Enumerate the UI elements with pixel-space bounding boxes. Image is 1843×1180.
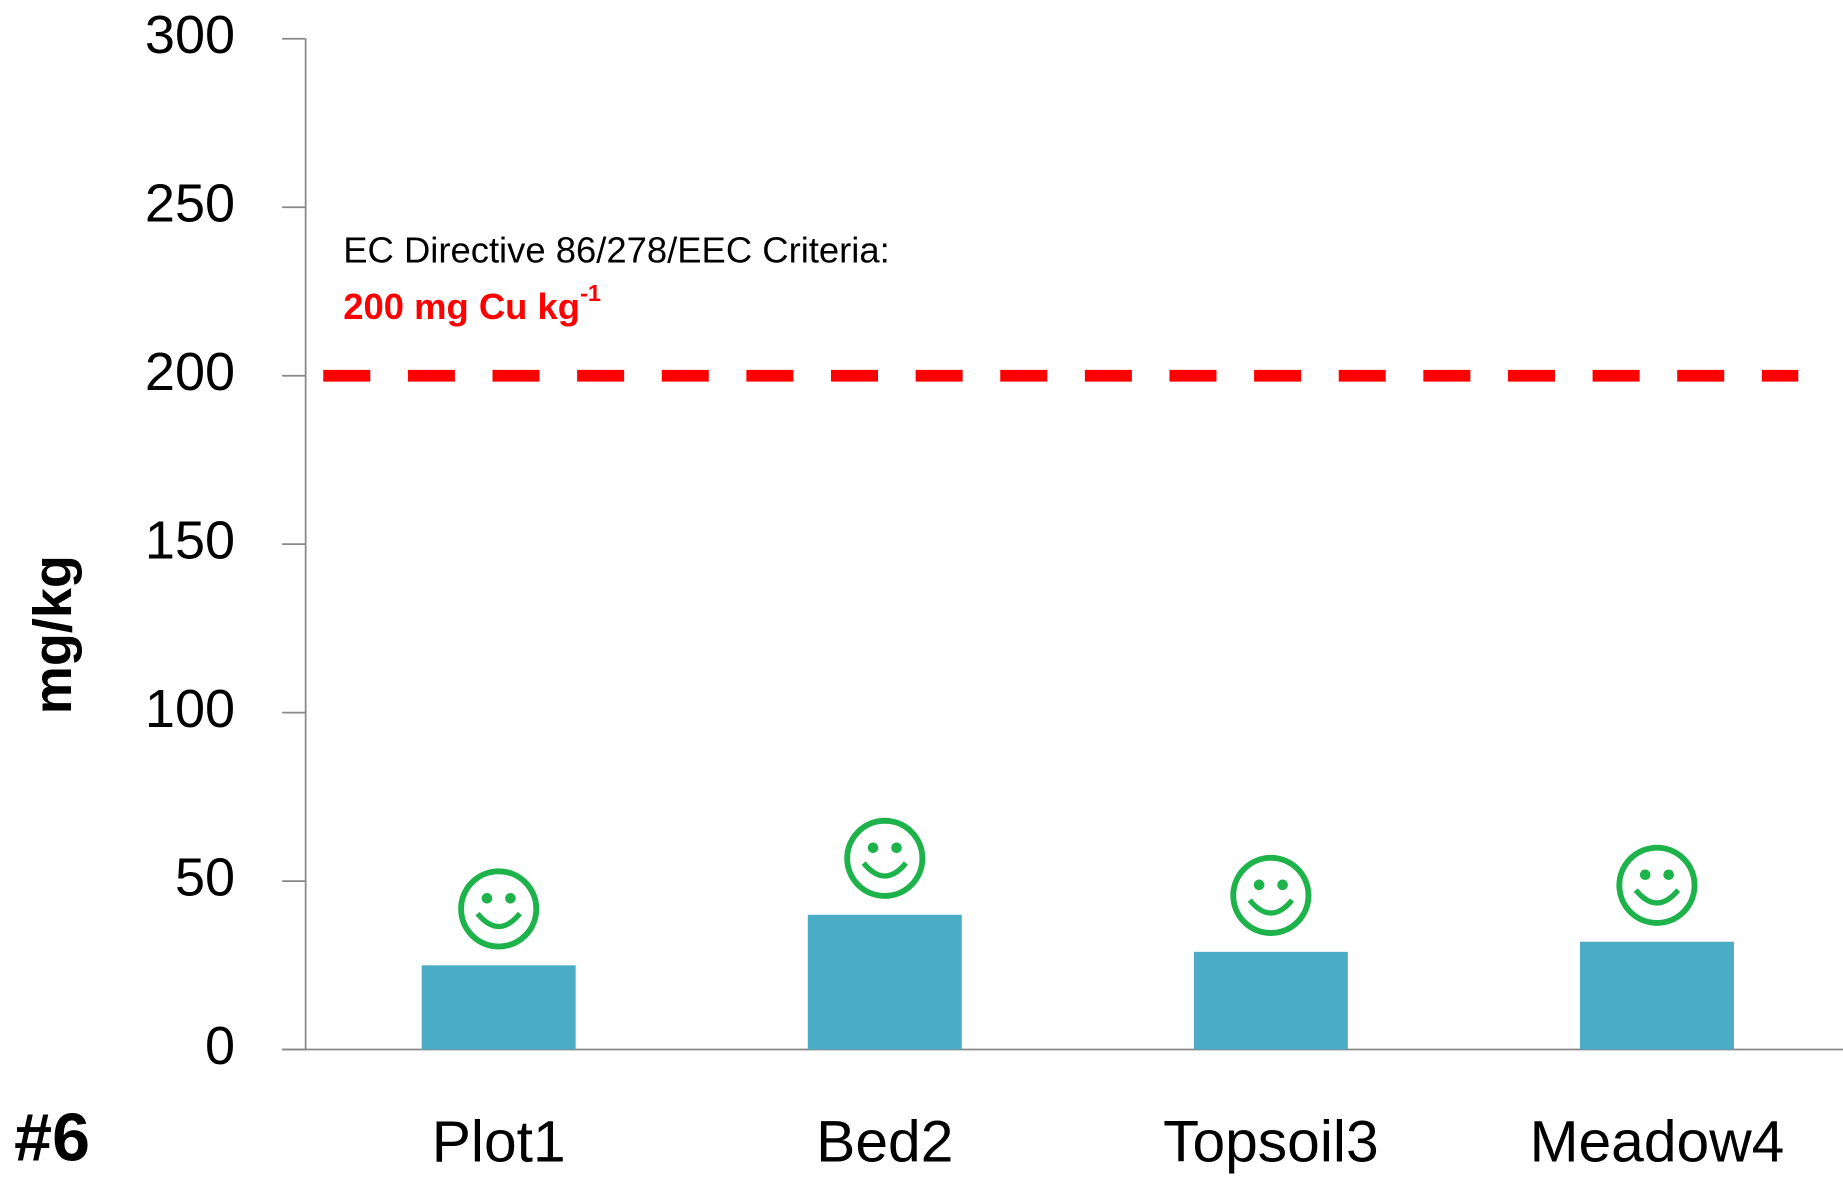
reference-sublabel-superscript: -1 [580, 280, 601, 306]
reference-label: EC Directive 86/278/EEC Criteria: [343, 229, 890, 270]
y-tick-label: 250 [145, 174, 235, 234]
y-tick-label: 100 [145, 679, 235, 739]
bar [1193, 951, 1348, 1050]
x-tick-label: Topsoil3 [1163, 1109, 1379, 1174]
smiley-mouth [861, 861, 908, 879]
bar [421, 965, 576, 1050]
reference-sublabel-text: 200 mg Cu kg [343, 286, 580, 327]
y-axis-label: mg/kg [23, 555, 83, 714]
smiley-eye [505, 893, 516, 904]
y-tick-label: 200 [145, 342, 235, 402]
smiley-eye [1277, 879, 1288, 891]
y-tick-label: 300 [145, 5, 235, 65]
x-tick-label: Bed2 [816, 1109, 953, 1174]
smiley-eye [481, 893, 493, 904]
smiley-icon [1616, 844, 1698, 926]
x-tick-label: Meadow4 [1530, 1109, 1785, 1174]
smiley-mouth [1633, 888, 1681, 906]
smiley-face [458, 868, 540, 950]
smiley-face [1230, 854, 1312, 936]
smiley-eye [1253, 879, 1265, 891]
y-tick-label: 150 [145, 510, 235, 570]
smiley-eye [867, 842, 879, 854]
y-tick-label: 0 [205, 1016, 235, 1076]
smiley-face [844, 817, 926, 899]
smiley-eye [1663, 869, 1674, 881]
bar [1579, 941, 1734, 1050]
smiley-icon [458, 868, 540, 950]
reference-sublabel: 200 mg Cu kg-1 [343, 280, 601, 327]
bar [807, 914, 962, 1050]
smiley-face [1616, 844, 1698, 926]
smiley-icon [1230, 854, 1312, 936]
smiley-mouth [1247, 898, 1295, 916]
smiley-icon [844, 817, 926, 899]
x-tick-label: Plot1 [432, 1109, 566, 1174]
y-tick-label: 50 [175, 847, 235, 907]
smiley-eye [891, 842, 902, 854]
panel-label: #6 [14, 1099, 90, 1175]
smiley-mouth [475, 911, 522, 930]
smiley-eye [1639, 869, 1651, 881]
